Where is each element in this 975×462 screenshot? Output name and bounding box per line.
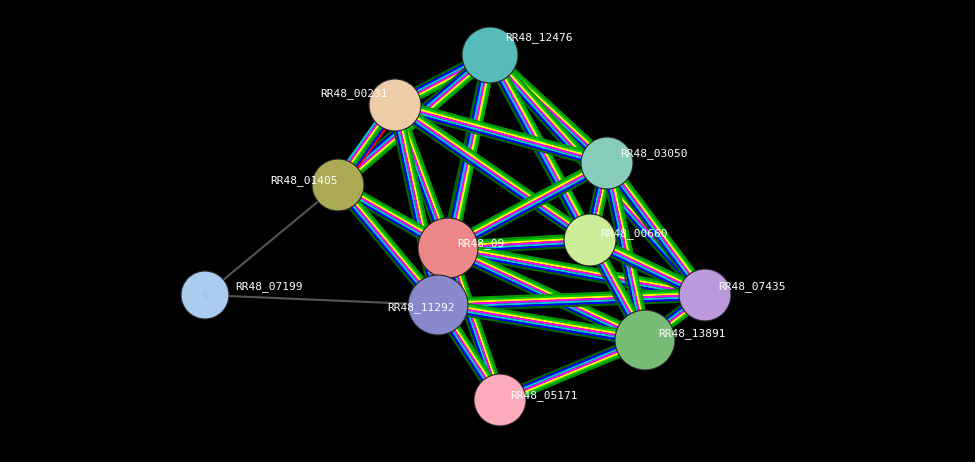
Circle shape [462, 27, 518, 83]
Circle shape [615, 310, 675, 370]
Text: RR48_00660: RR48_00660 [600, 228, 668, 239]
Text: RR48_03050: RR48_03050 [620, 148, 687, 159]
Circle shape [408, 275, 468, 335]
Text: RR48_07199: RR48_07199 [235, 281, 302, 292]
Text: RR48_05171: RR48_05171 [510, 390, 577, 401]
Text: RR48_11292: RR48_11292 [387, 302, 454, 313]
Circle shape [564, 214, 616, 266]
Text: RR48_01405: RR48_01405 [270, 175, 337, 186]
Circle shape [679, 269, 731, 321]
Circle shape [474, 374, 526, 426]
Circle shape [312, 159, 364, 211]
Circle shape [181, 271, 229, 319]
Text: RR48_09: RR48_09 [457, 238, 504, 249]
Text: 6: 6 [202, 290, 208, 300]
Text: RR48_13891: RR48_13891 [658, 328, 725, 339]
Text: RR48_12476: RR48_12476 [505, 32, 572, 43]
Circle shape [581, 137, 633, 189]
Circle shape [418, 218, 478, 278]
Text: RR48_07435: RR48_07435 [718, 281, 786, 292]
Text: RR48_00231: RR48_00231 [320, 88, 387, 99]
Circle shape [369, 79, 421, 131]
